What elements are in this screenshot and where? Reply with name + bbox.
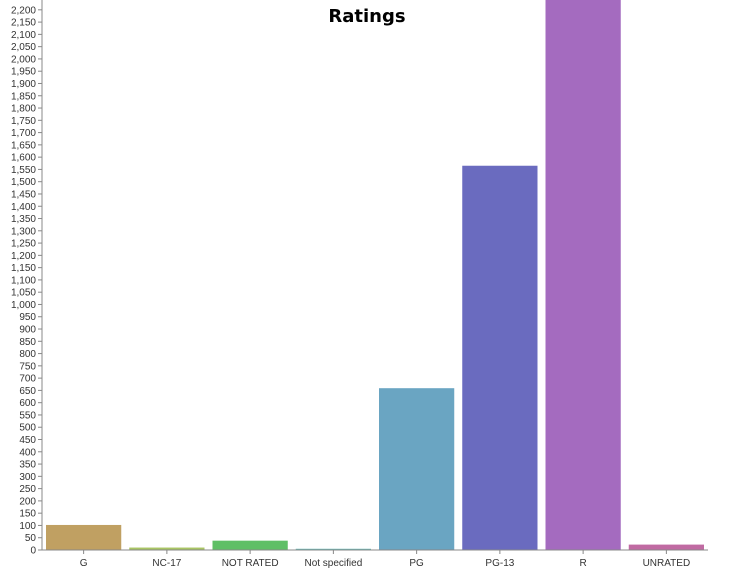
chart-title: Ratings <box>328 6 405 27</box>
y-tick-label: 700 <box>19 374 36 385</box>
y-tick-label: 1,900 <box>11 79 36 90</box>
bar-unrated[interactable] <box>628 544 704 550</box>
bar-g[interactable] <box>46 524 122 550</box>
bar-nc-17[interactable] <box>129 547 205 550</box>
bar-not-rated[interactable] <box>212 540 288 550</box>
y-tick-label: 150 <box>19 509 36 520</box>
x-tick-label: UNRATED <box>643 558 691 569</box>
y-tick-label: 1,250 <box>11 239 36 250</box>
y-tick-label: 1,000 <box>11 300 36 311</box>
y-tick-label: 750 <box>19 361 36 372</box>
y-tick-label: 1,850 <box>11 91 36 102</box>
y-tick-label: 1,700 <box>11 128 36 139</box>
y-tick-label: 1,750 <box>11 116 36 127</box>
y-tick-label: 300 <box>19 472 36 483</box>
y-tick-label: 2,150 <box>11 18 36 29</box>
y-tick-label: 1,650 <box>11 140 36 151</box>
x-tick-label: G <box>80 558 88 569</box>
y-tick-label: 550 <box>19 410 36 421</box>
y-tick-label: 0 <box>30 546 36 557</box>
y-tick-label: 1,800 <box>11 104 36 115</box>
y-tick-label: 1,500 <box>11 177 36 188</box>
y-tick-label: 2,200 <box>11 5 36 16</box>
x-tick-label: Not specified <box>304 558 362 569</box>
y-tick-label: 1,150 <box>11 263 36 274</box>
bars <box>46 0 704 551</box>
y-tick-label: 1,050 <box>11 288 36 299</box>
y-tick-label: 1,450 <box>11 189 36 200</box>
y-tick-label: 850 <box>19 337 36 348</box>
y-tick-label: 1,400 <box>11 202 36 213</box>
y-tick-label: 450 <box>19 435 36 446</box>
y-tick-label: 1,600 <box>11 153 36 164</box>
y-tick-label: 50 <box>25 533 37 544</box>
bar-pg[interactable] <box>379 388 455 550</box>
y-tick-label: 100 <box>19 521 36 532</box>
y-tick-label: 650 <box>19 386 36 397</box>
x-tick-label: NOT RATED <box>222 558 279 569</box>
y-tick-label: 1,350 <box>11 214 36 225</box>
x-tick-label: R <box>580 558 587 569</box>
x-tick-label: NC-17 <box>152 558 181 569</box>
y-tick-label: 1,550 <box>11 165 36 176</box>
y-tick-label: 1,300 <box>11 226 36 237</box>
y-tick-label: 2,000 <box>11 54 36 65</box>
x-tick-label: PG-13 <box>485 558 514 569</box>
y-tick-label: 600 <box>19 398 36 409</box>
y-tick-label: 250 <box>19 484 36 495</box>
y-tick-label: 2,100 <box>11 30 36 41</box>
y-tick-label: 1,950 <box>11 67 36 78</box>
y-tick-label: 2,050 <box>11 42 36 53</box>
bar-not-specified[interactable] <box>295 548 371 550</box>
y-tick-label: 1,100 <box>11 275 36 286</box>
bar-r[interactable] <box>545 0 621 551</box>
y-tick-label: 1,200 <box>11 251 36 262</box>
x-tick-label: PG <box>409 558 424 569</box>
y-tick-label: 500 <box>19 423 36 434</box>
y-tick-label: 950 <box>19 312 36 323</box>
y-axis: 0501001502002503003504004505005506006507… <box>11 0 43 557</box>
y-tick-label: 200 <box>19 496 36 507</box>
x-axis: G NC-17 NOT RATED Not specified PG PG-13 R UNRA… <box>42 549 708 569</box>
y-tick-label: 800 <box>19 349 36 360</box>
y-tick-label: 350 <box>19 460 36 471</box>
y-tick-label: 900 <box>19 325 36 336</box>
y-tick-label: 400 <box>19 447 36 458</box>
bar-pg-13[interactable] <box>462 165 538 550</box>
